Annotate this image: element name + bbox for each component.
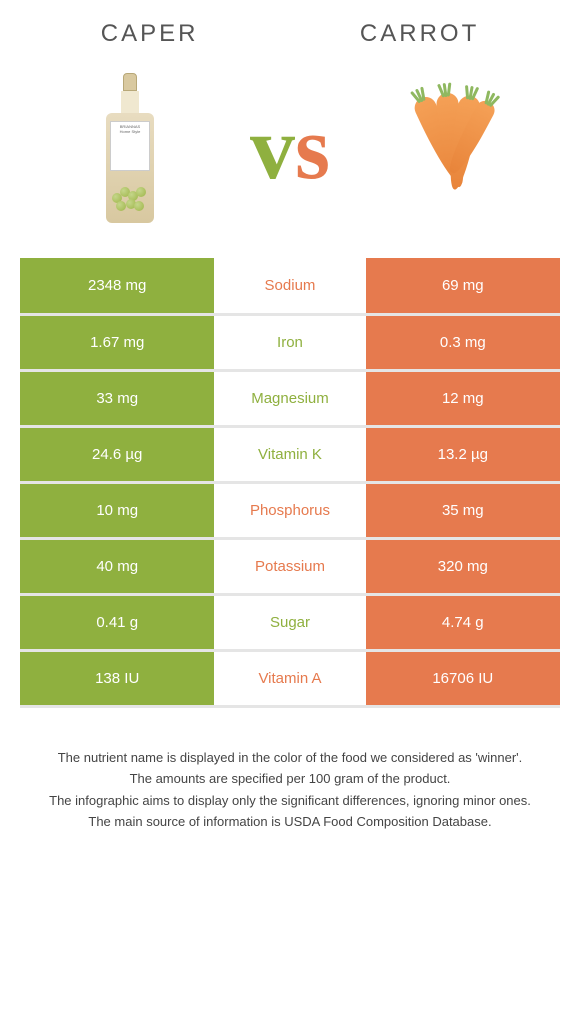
nutrient-name-cell: Vitamin A [214, 650, 365, 706]
left-food-title: CAPER [101, 20, 199, 48]
vs-label: vs [250, 97, 330, 200]
table-row: 10 mgPhosphorus35 mg [20, 482, 560, 538]
header-row: CAPER CARROT [20, 20, 560, 48]
right-food-title: CARROT [360, 20, 479, 48]
table-row: 1.67 mgIron0.3 mg [20, 314, 560, 370]
nutrient-name-cell: Phosphorus [214, 482, 365, 538]
nutrient-name-cell: Potassium [214, 538, 365, 594]
nutrient-name-cell: Sugar [214, 594, 365, 650]
left-value-cell: 138 IU [20, 650, 214, 706]
right-value-cell: 35 mg [366, 482, 560, 538]
right-value-cell: 0.3 mg [366, 314, 560, 370]
left-value-cell: 0.41 g [20, 594, 214, 650]
footer-line1: The nutrient name is displayed in the co… [20, 748, 560, 768]
left-value-cell: 10 mg [20, 482, 214, 538]
table-row: 33 mgMagnesium12 mg [20, 370, 560, 426]
footer-line3: The infographic aims to display only the… [20, 791, 560, 811]
table-row: 2348 mgSodium69 mg [20, 258, 560, 314]
caper-image: BRIANNASHome Style [60, 68, 200, 228]
left-value-cell: 1.67 mg [20, 314, 214, 370]
footer-line4: The main source of information is USDA F… [20, 812, 560, 832]
footer-line2: The amounts are specified per 100 gram o… [20, 769, 560, 789]
right-value-cell: 320 mg [366, 538, 560, 594]
table-row: 138 IUVitamin A16706 IU [20, 650, 560, 706]
left-value-cell: 40 mg [20, 538, 214, 594]
vs-s: s [295, 99, 330, 198]
table-row: 24.6 µgVitamin K13.2 µg [20, 426, 560, 482]
vs-v: v [250, 99, 295, 198]
table-row: 40 mgPotassium320 mg [20, 538, 560, 594]
left-value-cell: 24.6 µg [20, 426, 214, 482]
nutrient-name-cell: Sodium [214, 258, 365, 314]
left-value-cell: 33 mg [20, 370, 214, 426]
nutrient-name-cell: Iron [214, 314, 365, 370]
carrot-image [380, 68, 520, 228]
right-value-cell: 12 mg [366, 370, 560, 426]
nutrient-name-cell: Magnesium [214, 370, 365, 426]
nutrient-name-cell: Vitamin K [214, 426, 365, 482]
table-row: 0.41 gSugar4.74 g [20, 594, 560, 650]
right-value-cell: 4.74 g [366, 594, 560, 650]
right-value-cell: 16706 IU [366, 650, 560, 706]
comparison-table: 2348 mgSodium69 mg1.67 mgIron0.3 mg33 mg… [20, 258, 560, 708]
right-value-cell: 13.2 µg [366, 426, 560, 482]
right-value-cell: 69 mg [366, 258, 560, 314]
footer-notes: The nutrient name is displayed in the co… [20, 748, 560, 832]
images-row: BRIANNASHome Style vs [20, 68, 560, 228]
left-value-cell: 2348 mg [20, 258, 214, 314]
